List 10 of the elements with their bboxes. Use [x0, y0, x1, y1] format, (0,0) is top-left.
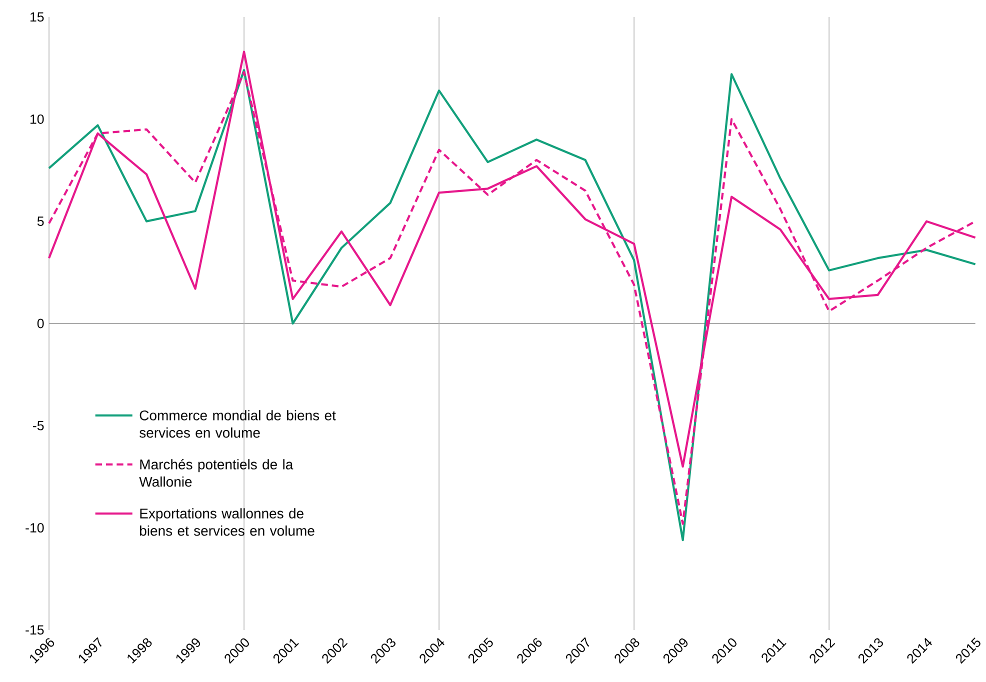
y-tick-label: 10: [30, 114, 44, 124]
y-tick-label: 15: [30, 12, 44, 22]
y-tick-label: -15: [26, 625, 44, 635]
legend-label: Commerce mondial de biens et services en volume: [140, 410, 336, 438]
y-tick-label: 5: [37, 216, 44, 226]
legend-label: Marchés potentiels de la Wallonie: [139, 458, 294, 487]
y-tick-label: -5: [33, 420, 44, 430]
legend-label: Exportations wallonnes de biens et services en volume: [140, 508, 314, 536]
y-tick-label: -10: [26, 523, 44, 533]
y-tick-label: 0: [37, 318, 44, 328]
